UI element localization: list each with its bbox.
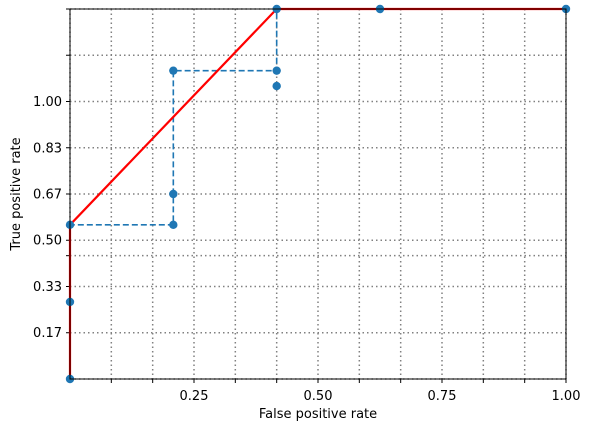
y-tick-label: 1.00 <box>33 95 62 110</box>
data-point <box>169 189 178 199</box>
x-tick-label: 0.50 <box>304 389 333 404</box>
y-tick-label: 0.33 <box>33 280 62 295</box>
y-tick-label: 0.83 <box>33 141 62 156</box>
tick-labels: 0.25 0.50 0.75 1.00 0.17 0.33 0.50 0.67 0.83 1.00 <box>33 95 580 404</box>
plot-frame <box>69 8 567 380</box>
data-point <box>272 66 281 75</box>
x-tick-label: 0.25 <box>180 389 209 404</box>
y-axis-label: True positive rate <box>9 137 24 251</box>
y-tick-label: 0.17 <box>33 326 62 341</box>
data-point <box>272 81 281 91</box>
x-tick-label: 0.75 <box>428 389 457 404</box>
y-tick-label: 0.50 <box>33 234 62 249</box>
y-tick-label: 0.67 <box>33 187 62 202</box>
x-axis-label: False positive rate <box>259 407 377 422</box>
x-tick-label: 1.00 <box>552 389 581 404</box>
data-point <box>169 220 178 230</box>
data-point <box>169 66 178 75</box>
